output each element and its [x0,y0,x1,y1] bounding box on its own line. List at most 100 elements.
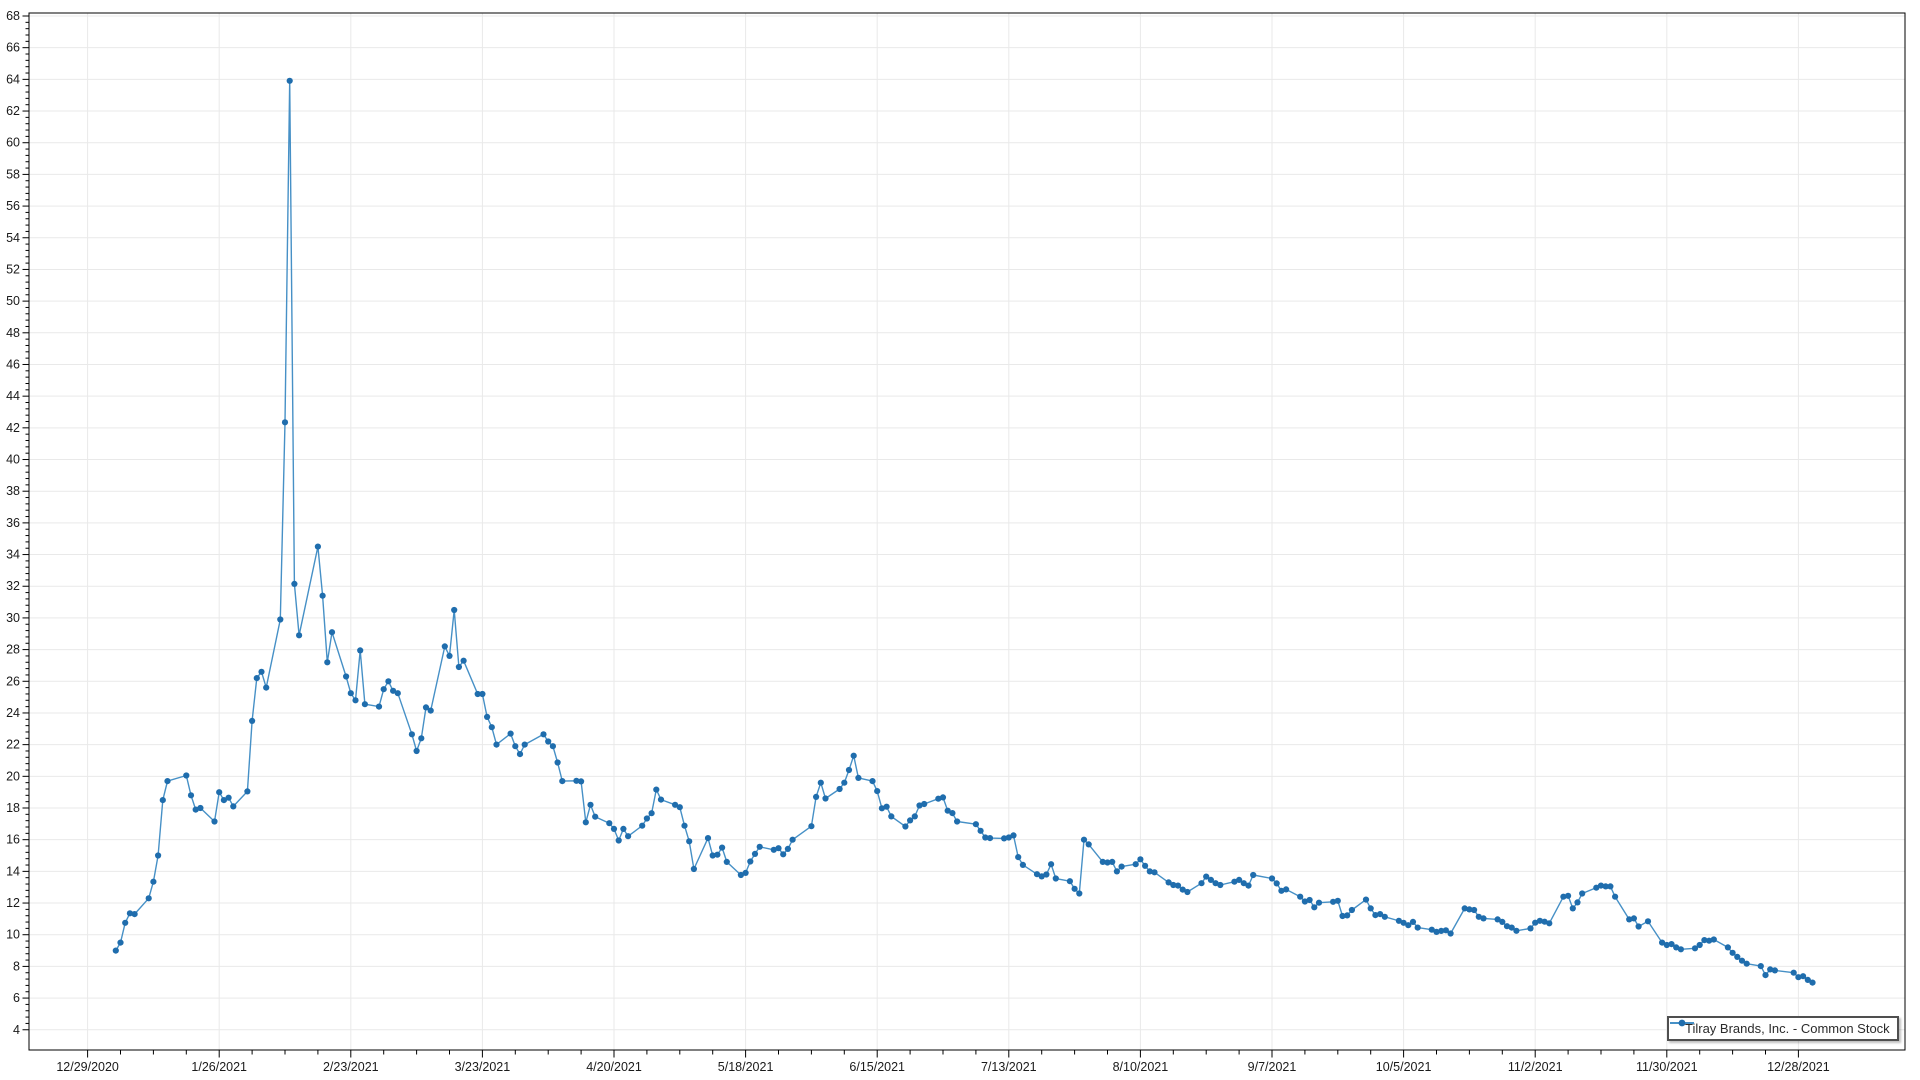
data-point-marker[interactable] [789,836,796,843]
data-point-marker[interactable] [1513,927,1520,934]
data-point-marker[interactable] [390,687,397,694]
data-point-marker[interactable] [709,852,716,859]
data-point-marker[interactable] [1729,949,1736,956]
data-point-marker[interactable] [1339,912,1346,920]
data-point-marker[interactable] [610,825,618,833]
data-point-marker[interactable] [878,805,886,812]
data-point-marker[interactable] [1414,924,1421,931]
data-point-marker[interactable] [488,724,495,731]
data-point-marker[interactable] [1790,969,1797,976]
data-point-marker[interactable] [578,778,585,785]
data-point-marker[interactable] [1142,862,1149,869]
data-point-marker[interactable] [606,820,613,827]
data-point-marker[interactable] [808,823,815,830]
data-point-marker[interactable] [935,795,942,802]
data-point-marker[interactable] [1438,927,1445,935]
data-point-marker[interactable] [1696,941,1703,949]
data-point-marker[interactable] [1146,868,1153,875]
data-point-marker[interactable] [1673,944,1680,951]
data-point-marker[interactable] [1602,883,1609,890]
data-point-marker[interactable] [1503,923,1511,930]
data-point-marker[interactable] [1442,927,1449,934]
data-point-marker[interactable] [1344,912,1351,919]
data-point-marker[interactable] [347,690,354,697]
data-point-marker[interactable] [643,815,651,822]
data-point-marker[interactable] [1048,861,1055,868]
data-point-marker[interactable] [1536,917,1543,924]
data-point-marker[interactable] [328,629,336,636]
data-point-marker[interactable] [939,794,947,801]
data-point-marker[interactable] [1001,835,1008,842]
data-point-marker[interactable] [1198,880,1205,887]
data-point-marker[interactable] [1771,967,1778,974]
data-point-marker[interactable] [977,827,984,834]
data-point-marker[interactable] [1212,880,1219,887]
data-point-marker[interactable] [1677,946,1684,953]
data-point-marker[interactable] [770,846,777,853]
data-point-marker[interactable] [352,697,359,704]
data-point-marker[interactable] [822,795,829,802]
data-point-marker[interactable] [737,871,745,879]
data-point-marker[interactable] [451,606,458,614]
data-point-marker[interactable] [1405,922,1412,929]
data-point-marker[interactable] [1433,928,1440,936]
data-point-marker[interactable] [653,786,660,793]
data-point-marker[interactable] [747,858,754,865]
data-point-marker[interactable] [361,701,368,708]
data-point-marker[interactable] [1546,920,1553,927]
data-point-marker[interactable] [1245,882,1252,889]
data-point-marker[interactable] [1348,906,1355,914]
data-point-marker[interactable] [850,752,857,759]
data-point-marker[interactable] [413,747,420,755]
data-point-marker[interactable] [422,704,430,711]
data-point-marker[interactable] [216,789,223,796]
data-point-marker[interactable] [1409,918,1417,926]
data-point-marker[interactable] [742,869,749,877]
data-point-marker[interactable] [446,652,453,660]
data-point-marker[interactable] [545,738,552,745]
data-point-marker[interactable] [686,838,693,845]
data-point-marker[interactable] [192,806,199,813]
data-point-marker[interactable] [394,690,401,697]
data-point-marker[interactable] [493,741,500,748]
data-point-marker[interactable] [1569,905,1576,912]
data-point-marker[interactable] [719,844,726,851]
data-point-marker[interactable] [1137,856,1144,863]
data-point-marker[interactable] [1306,896,1313,904]
data-point-marker[interactable] [775,845,782,852]
data-point-marker[interactable] [1475,913,1482,920]
data-point-marker[interactable] [258,668,265,675]
data-point-marker[interactable] [1203,873,1210,880]
data-point-marker[interactable] [1052,875,1059,882]
data-point-marker[interactable] [1428,926,1435,933]
data-point-marker[interactable] [1250,871,1257,879]
data-point-marker[interactable] [1104,859,1111,866]
data-point-marker[interactable] [484,713,491,721]
data-point-marker[interactable] [911,813,918,820]
data-point-marker[interactable] [1710,936,1717,943]
data-point-marker[interactable] [455,663,462,671]
data-point-marker[interactable] [1644,918,1652,925]
data-point-marker[interactable] [380,686,387,693]
data-point-marker[interactable] [592,813,599,820]
data-point-marker[interactable] [1283,886,1290,893]
data-point-marker[interactable] [112,947,119,954]
data-point-marker[interactable] [883,803,890,810]
data-point-marker[interactable] [756,843,763,850]
data-point-marker[interactable] [1231,878,1238,885]
data-point-marker[interactable] [244,788,251,795]
data-point-marker[interactable] [573,777,580,784]
data-point-marker[interactable] [836,785,843,793]
data-point-marker[interactable] [1743,960,1750,967]
data-point-marker[interactable] [625,833,632,840]
data-point-marker[interactable] [1757,963,1764,970]
data-point-marker[interactable] [817,779,824,786]
data-point-marker[interactable] [1738,957,1746,964]
data-point-marker[interactable] [357,647,364,654]
data-point-marker[interactable] [1395,917,1402,924]
data-point-marker[interactable] [657,796,665,803]
data-point-marker[interactable] [1019,861,1026,869]
data-point-marker[interactable] [921,800,928,808]
data-point-marker[interactable] [954,818,961,825]
data-point-marker[interactable] [949,810,956,817]
